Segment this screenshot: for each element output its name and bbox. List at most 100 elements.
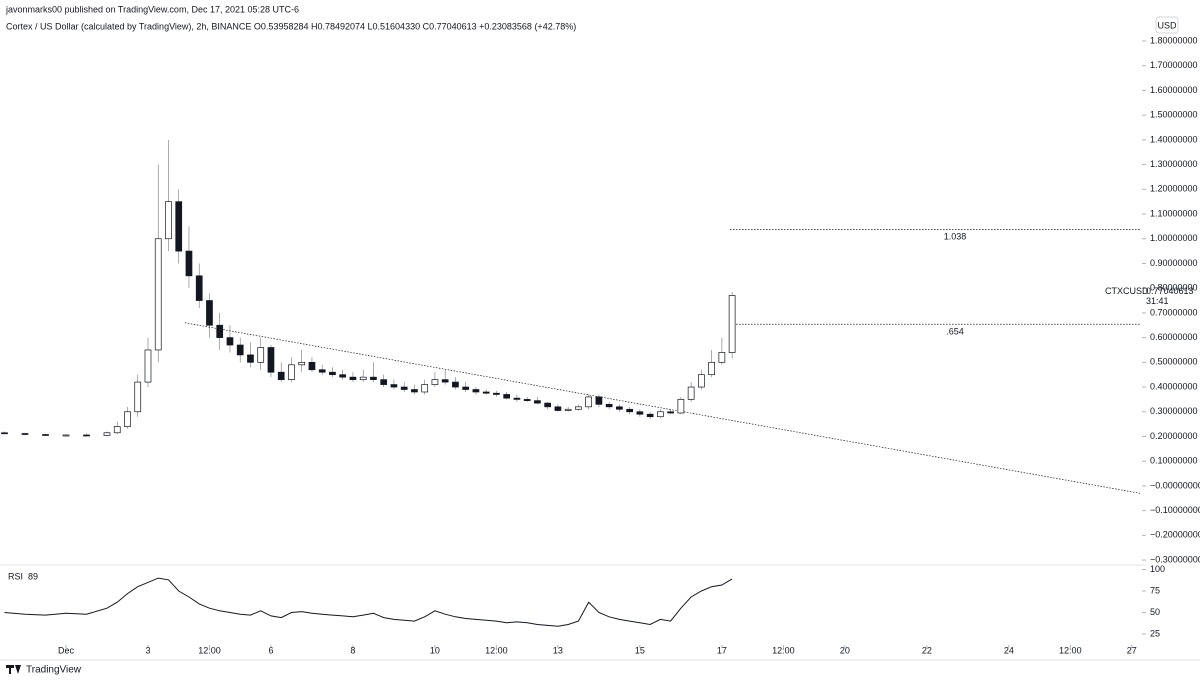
y-tick-label: 1.00000000 [1150,233,1198,243]
y-tick-label: −0.00000000 [1150,480,1200,490]
candle-body [493,392,500,395]
chart-title: Cortex / US Dollar (calculated by Tradin… [6,21,576,31]
y-tick-label: 1.40000000 [1150,134,1198,144]
y-tick-label: 1.30000000 [1150,159,1198,169]
x-tick-label: 22 [922,645,932,655]
candle-body [1,432,8,435]
candle-body [329,371,336,376]
candle-body [728,295,736,353]
x-tick-label: 8 [350,645,355,655]
currency-box[interactable] [1155,16,1179,34]
y-tick-label: 0.20000000 [1150,431,1198,441]
candle-body [195,275,203,301]
candle-body [441,379,449,383]
x-tick-label: 12:00 [1059,645,1082,655]
candle-body [431,379,439,385]
candle-body [134,381,142,413]
candle-body [575,406,582,410]
currency[interactable]: USD [1157,20,1177,30]
candle-body [462,386,470,390]
y-tick-label: 0.50000000 [1150,357,1198,367]
y-tick-label: 0.60000000 [1150,332,1198,342]
candle-body [411,389,418,393]
candle-body [667,411,674,414]
candle-body [616,406,623,410]
x-tick-label: Dec [58,645,75,655]
candle-body [206,300,213,326]
candle-body [288,364,295,380]
candle-body [687,386,695,400]
y-tick-label: 0.70000000 [1150,307,1198,317]
x-tick-label: 17 [717,645,727,655]
candle-body [216,324,224,338]
countdown: 31:41 [1146,296,1169,306]
candle-body [677,399,685,414]
y-tick-label: 1.80000000 [1150,35,1198,45]
brand: TradingView [26,665,82,676]
candle-body [482,391,490,394]
candle-body [452,381,459,388]
candle-body [62,434,70,437]
x-tick-label: 27 [1127,645,1137,655]
y-tick-label: 0.40000000 [1150,381,1198,391]
candle-body [226,337,234,346]
x-tick-label: 15 [635,645,645,655]
candle-body [277,371,285,380]
candle-body [144,349,152,383]
rsi-tick-label: 25 [1150,628,1160,638]
candle-body [247,354,254,363]
candle-body [400,386,408,390]
candle-body [370,376,377,380]
candle-body [698,374,705,388]
y-tick-label: 0.80000000 [1150,283,1198,293]
candle-body [554,406,562,411]
candle-body [339,374,347,378]
candle-body [42,434,49,436]
y-tick-label: −0.30000000 [1150,554,1200,564]
candle-body [308,361,316,371]
last-price: 0.77040613 [1146,286,1194,296]
candle-body [564,408,572,411]
candle-body [523,399,531,401]
candle-body [708,361,715,376]
candle-body [185,250,193,277]
candle-body [605,403,613,408]
candle-body [636,411,644,415]
rsi-tick-label: 50 [1150,607,1160,617]
publisher-line: javonmarks00 published on TradingView.co… [5,4,299,14]
candle-body [585,396,593,408]
y-tick-label: 0.30000000 [1150,406,1198,416]
candle-body [472,389,480,393]
candle-body [21,433,29,435]
x-tick-label: 12:00 [198,645,221,655]
trendline [184,322,1141,494]
candle-body [718,352,726,363]
x-tick-label: 13 [553,645,563,655]
rsi-tick-label: 100 [1150,564,1165,574]
candle-body [175,201,183,252]
candle-body [544,402,552,408]
candle-body [165,201,172,240]
y-tick-label: −0.20000000 [1150,530,1200,540]
candle-body [595,396,603,405]
candle-body [513,397,521,400]
candle-body [267,347,275,373]
level-label: 1.038 [944,232,967,242]
y-tick-label: 1.20000000 [1150,184,1198,194]
candle-body [657,411,664,418]
last-price-symbol: CTXCUSD [1105,286,1149,296]
rsi-line [4,577,733,627]
y-tick-label: 1.70000000 [1150,60,1198,70]
rsi-current: 89 [28,571,38,581]
y-tick-label: 0.90000000 [1150,258,1198,268]
x-tick-label: 12:00 [485,645,508,655]
candle-body [103,432,111,436]
y-tick-label: 0.10000000 [1150,456,1198,466]
rsi-title: RSI [8,571,23,581]
x-tick-label: 10 [430,645,440,655]
y-tick-label: −0.10000000 [1150,505,1200,515]
candle-body [113,426,121,434]
candle-body [421,384,429,393]
candle-body [534,400,541,404]
